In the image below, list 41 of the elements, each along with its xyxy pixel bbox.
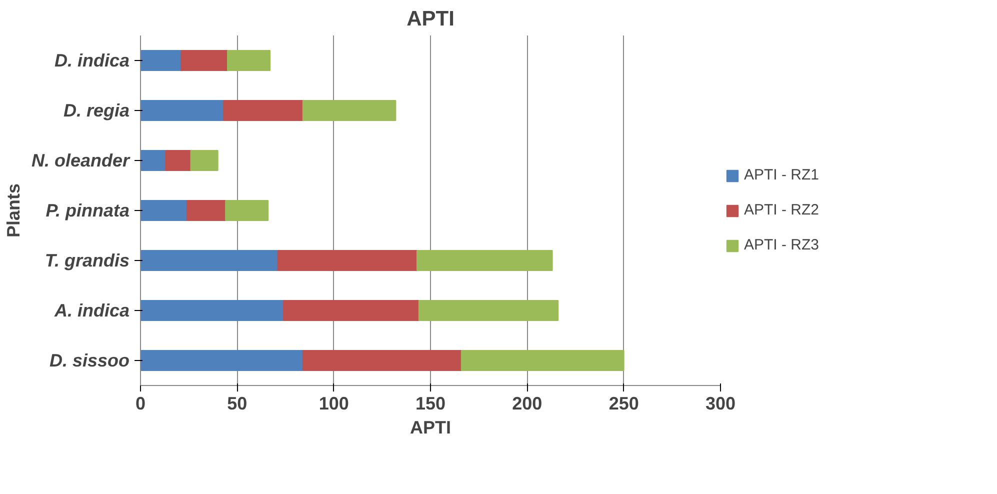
y-tick-label: D. indica xyxy=(54,50,130,70)
y-tick-label: N. oleander xyxy=(31,150,130,170)
bar xyxy=(283,300,420,321)
y-tick-label: D. regia xyxy=(63,100,130,120)
bar xyxy=(140,250,278,271)
x-tick-label: 100 xyxy=(318,394,349,414)
bar xyxy=(140,50,182,71)
y-axis-title: Plants xyxy=(3,183,24,238)
y-tick-label: T. grandis xyxy=(44,250,130,270)
bar xyxy=(302,350,462,371)
y-tick-label: P. pinnata xyxy=(46,200,130,220)
bar xyxy=(460,350,624,371)
bar xyxy=(165,150,192,171)
legend-label: APTI - RZ2 xyxy=(744,202,820,218)
bar xyxy=(140,200,188,221)
bar xyxy=(225,200,269,221)
x-tick-label: 200 xyxy=(512,394,542,414)
y-tick-label: D. sissoo xyxy=(49,350,130,370)
y-tick-label: A. indica xyxy=(53,300,130,320)
bar xyxy=(140,100,224,121)
x-axis-title: APTI xyxy=(410,418,452,438)
legend-label: APTI - RZ1 xyxy=(744,166,820,184)
bar xyxy=(140,350,304,371)
bar xyxy=(277,250,418,271)
bar xyxy=(227,50,271,71)
bar xyxy=(186,200,226,221)
bar xyxy=(140,150,166,171)
bar xyxy=(302,100,396,121)
bar xyxy=(140,300,284,321)
x-tick-label: 250 xyxy=(608,394,639,414)
chart-title: APTI xyxy=(406,8,454,30)
x-tick-label: 0 xyxy=(135,394,146,414)
bar xyxy=(416,250,553,271)
x-tick-label: 300 xyxy=(705,394,736,414)
x-tick-label: 150 xyxy=(415,394,446,414)
legend-label: APTI - RZ3 xyxy=(744,236,820,254)
bar xyxy=(418,300,559,321)
bar xyxy=(180,50,228,71)
bar xyxy=(223,100,304,121)
x-tick-label: 50 xyxy=(227,394,248,414)
bar xyxy=(190,150,218,171)
